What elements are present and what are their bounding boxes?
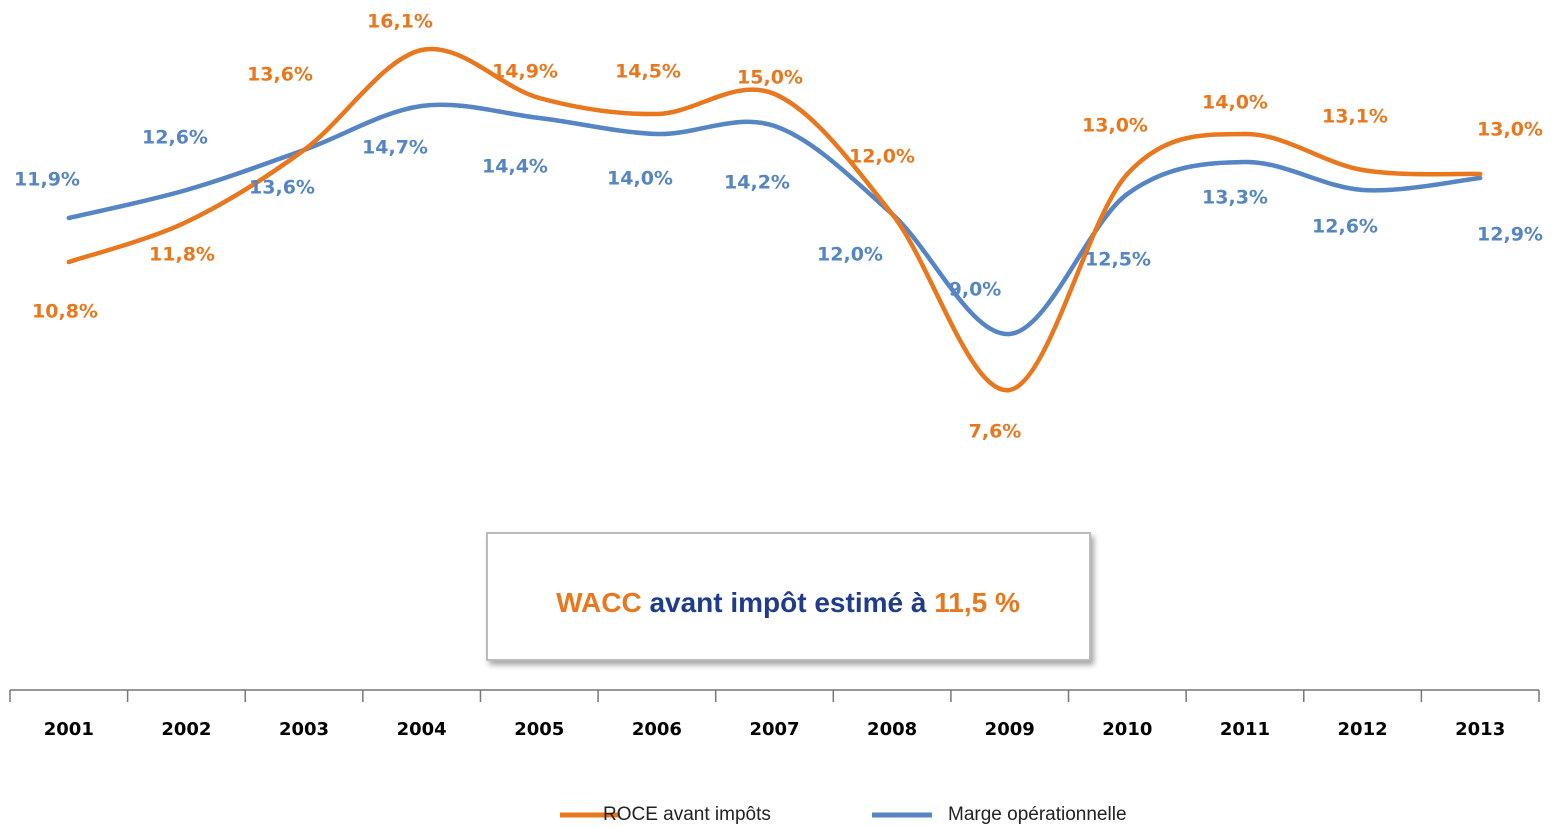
data-label: 11,8% (149, 244, 215, 266)
data-label: 12,6% (1312, 216, 1378, 238)
data-label: 12,0% (817, 244, 883, 266)
data-label: 10,8% (32, 301, 98, 323)
x-tick-label: 2010 (1102, 719, 1152, 740)
data-label: 14,9% (492, 61, 558, 83)
annotation-box (486, 532, 1091, 661)
data-label: 12,0% (849, 146, 915, 168)
legend-label: ROCE avant impôts (603, 804, 771, 825)
data-label: 14,0% (1202, 92, 1268, 114)
data-label: 12,9% (1477, 224, 1543, 246)
data-label: 13,3% (1202, 187, 1268, 209)
x-tick-label: 2004 (397, 719, 447, 740)
annotation-part: WACC (556, 587, 642, 618)
annotation: WACC avant impôt estimé à 11,5 % (556, 587, 1020, 618)
x-tick-label: 2011 (1220, 719, 1270, 740)
data-label: 15,0% (737, 67, 803, 89)
annotation-part: avant impôt estimé à (649, 587, 926, 618)
data-label: 13,0% (1477, 119, 1543, 141)
data-label: 13,6% (249, 177, 315, 199)
data-label: 11,9% (14, 169, 80, 191)
data-label: 14,5% (615, 61, 681, 83)
data-label: 9,0% (949, 279, 1002, 301)
x-tick-label: 2001 (44, 719, 94, 740)
series-line (66, 46, 1483, 393)
data-label: 12,6% (142, 127, 208, 149)
legend-label: Marge opérationnelle (948, 804, 1127, 825)
data-label: 13,0% (1082, 115, 1148, 137)
data-label: 14,0% (607, 168, 673, 190)
x-tick-label: 2007 (749, 719, 799, 740)
x-tick-label: 2002 (161, 719, 211, 740)
data-label: 14,4% (482, 156, 548, 178)
x-tick-label: 2005 (514, 719, 564, 740)
x-tick-label: 2003 (279, 719, 329, 740)
data-label: 16,1% (367, 11, 433, 33)
data-label: 7,6% (969, 421, 1022, 443)
data-label: 12,5% (1085, 249, 1151, 271)
x-tick-label: 2012 (1338, 719, 1388, 740)
x-tick-label: 2009 (985, 719, 1035, 740)
x-tick-label: 2008 (867, 719, 917, 740)
data-label: 14,7% (362, 137, 428, 159)
data-label: 13,6% (247, 64, 313, 86)
x-tick-label: 2006 (632, 719, 682, 740)
x-tick-label: 2013 (1455, 719, 1505, 740)
annotation-part: 11,5 % (934, 587, 1020, 618)
data-label: 14,2% (724, 172, 790, 194)
data-label: 13,1% (1322, 106, 1388, 128)
